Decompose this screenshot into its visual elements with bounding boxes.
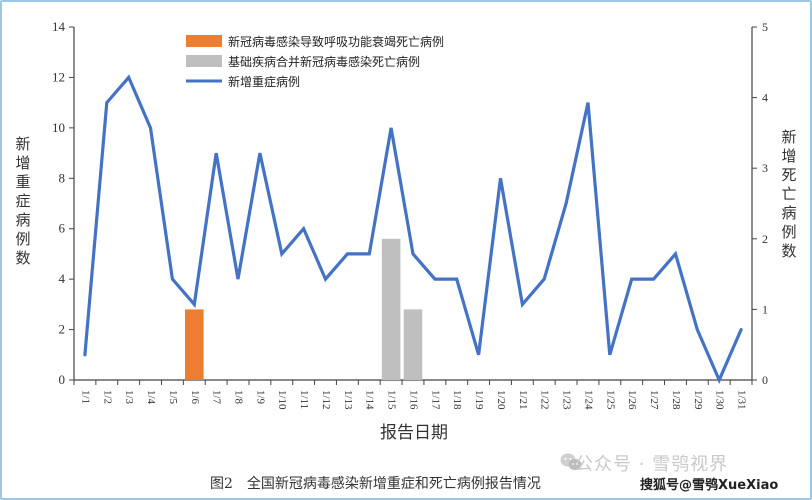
right-tick-label: 3 (762, 161, 768, 175)
legend-swatch (186, 55, 222, 67)
bar (184, 309, 204, 380)
x-tick-label: 1/18 (451, 390, 463, 410)
left-tick-label: 6 (59, 221, 66, 236)
x-tick-label: 1/3 (123, 390, 135, 405)
x-axis-title: 报告日期 (380, 423, 448, 443)
x-tick-label: 1/10 (276, 390, 288, 410)
left-tick-label: 2 (59, 322, 66, 337)
x-tick-label: 1/15 (386, 390, 398, 410)
x-tick-label: 1/12 (320, 390, 332, 410)
left-axis-title: 新增重症病例数 (15, 135, 31, 267)
x-tick-label: 1/27 (648, 390, 660, 410)
x-tick-label: 1/24 (582, 390, 594, 410)
x-tick-label: 1/9 (254, 390, 266, 405)
x-tick-label: 1/2 (101, 390, 113, 404)
left-tick-label: 8 (59, 170, 66, 185)
legend-label: 新增重症病例 (228, 74, 300, 89)
x-tick-label: 1/22 (539, 390, 551, 410)
right-tick-label: 5 (762, 20, 768, 34)
x-tick-label: 1/20 (495, 390, 507, 410)
x-tick-label: 1/13 (342, 390, 354, 410)
watermark-sohu: 搜狐号@雪鸮XueXiao (640, 478, 779, 493)
x-tick-label: 1/25 (604, 390, 616, 410)
right-tick-label: 1 (762, 302, 768, 316)
x-tick-label: 1/30 (714, 390, 726, 410)
x-tick-label: 1/26 (626, 390, 638, 410)
x-tick-label: 1/6 (189, 390, 201, 405)
left-tick-label: 12 (52, 69, 65, 84)
watermark-wechat: 公众号 · 雪鸮视界 (575, 454, 729, 475)
left-tick-label: 14 (52, 19, 66, 34)
right-tick-label: 0 (762, 373, 768, 387)
x-tick-label: 1/16 (407, 390, 419, 410)
x-tick-label: 1/11 (298, 390, 310, 409)
x-tick-label: 1/21 (517, 390, 529, 410)
right-tick-label: 2 (762, 232, 768, 246)
x-tick-label: 1/23 (561, 390, 573, 410)
death-bars (184, 238, 423, 380)
right-axis-title: 新增死亡病例数 (781, 128, 797, 260)
legend-label: 新冠病毒感染导致呼吸功能衰竭死亡病例 (228, 34, 444, 49)
x-tick-label: 1/19 (473, 390, 485, 410)
line-series (83, 74, 743, 385)
legend-swatch (186, 35, 222, 47)
bar (381, 238, 401, 380)
x-tick-label: 1/1 (79, 390, 91, 404)
right-tick-label: 4 (762, 91, 768, 105)
severe-case-line (83, 74, 743, 385)
x-tick-label: 1/7 (211, 390, 223, 405)
left-tick-label: 10 (52, 120, 65, 135)
x-tick-label: 1/14 (364, 390, 376, 410)
x-tick-label: 1/8 (233, 390, 245, 405)
x-tick-label: 1/4 (145, 390, 157, 405)
figure-caption: 图2 全国新冠病毒感染新增重症和死亡病例报告情况 (210, 476, 541, 492)
x-tick-label: 1/29 (692, 390, 704, 410)
legend-label: 基础疾病合并新冠病毒感染死亡病例 (228, 54, 420, 69)
wechat-icon (560, 453, 582, 470)
left-tick-label: 4 (59, 271, 66, 286)
x-tick-label: 1/5 (167, 390, 179, 405)
x-tick-label: 1/31 (736, 390, 748, 410)
x-tick-label: 1/28 (670, 390, 682, 410)
left-tick-label: 0 (59, 372, 66, 387)
bar (403, 309, 423, 380)
x-tick-label: 1/17 (429, 390, 441, 410)
